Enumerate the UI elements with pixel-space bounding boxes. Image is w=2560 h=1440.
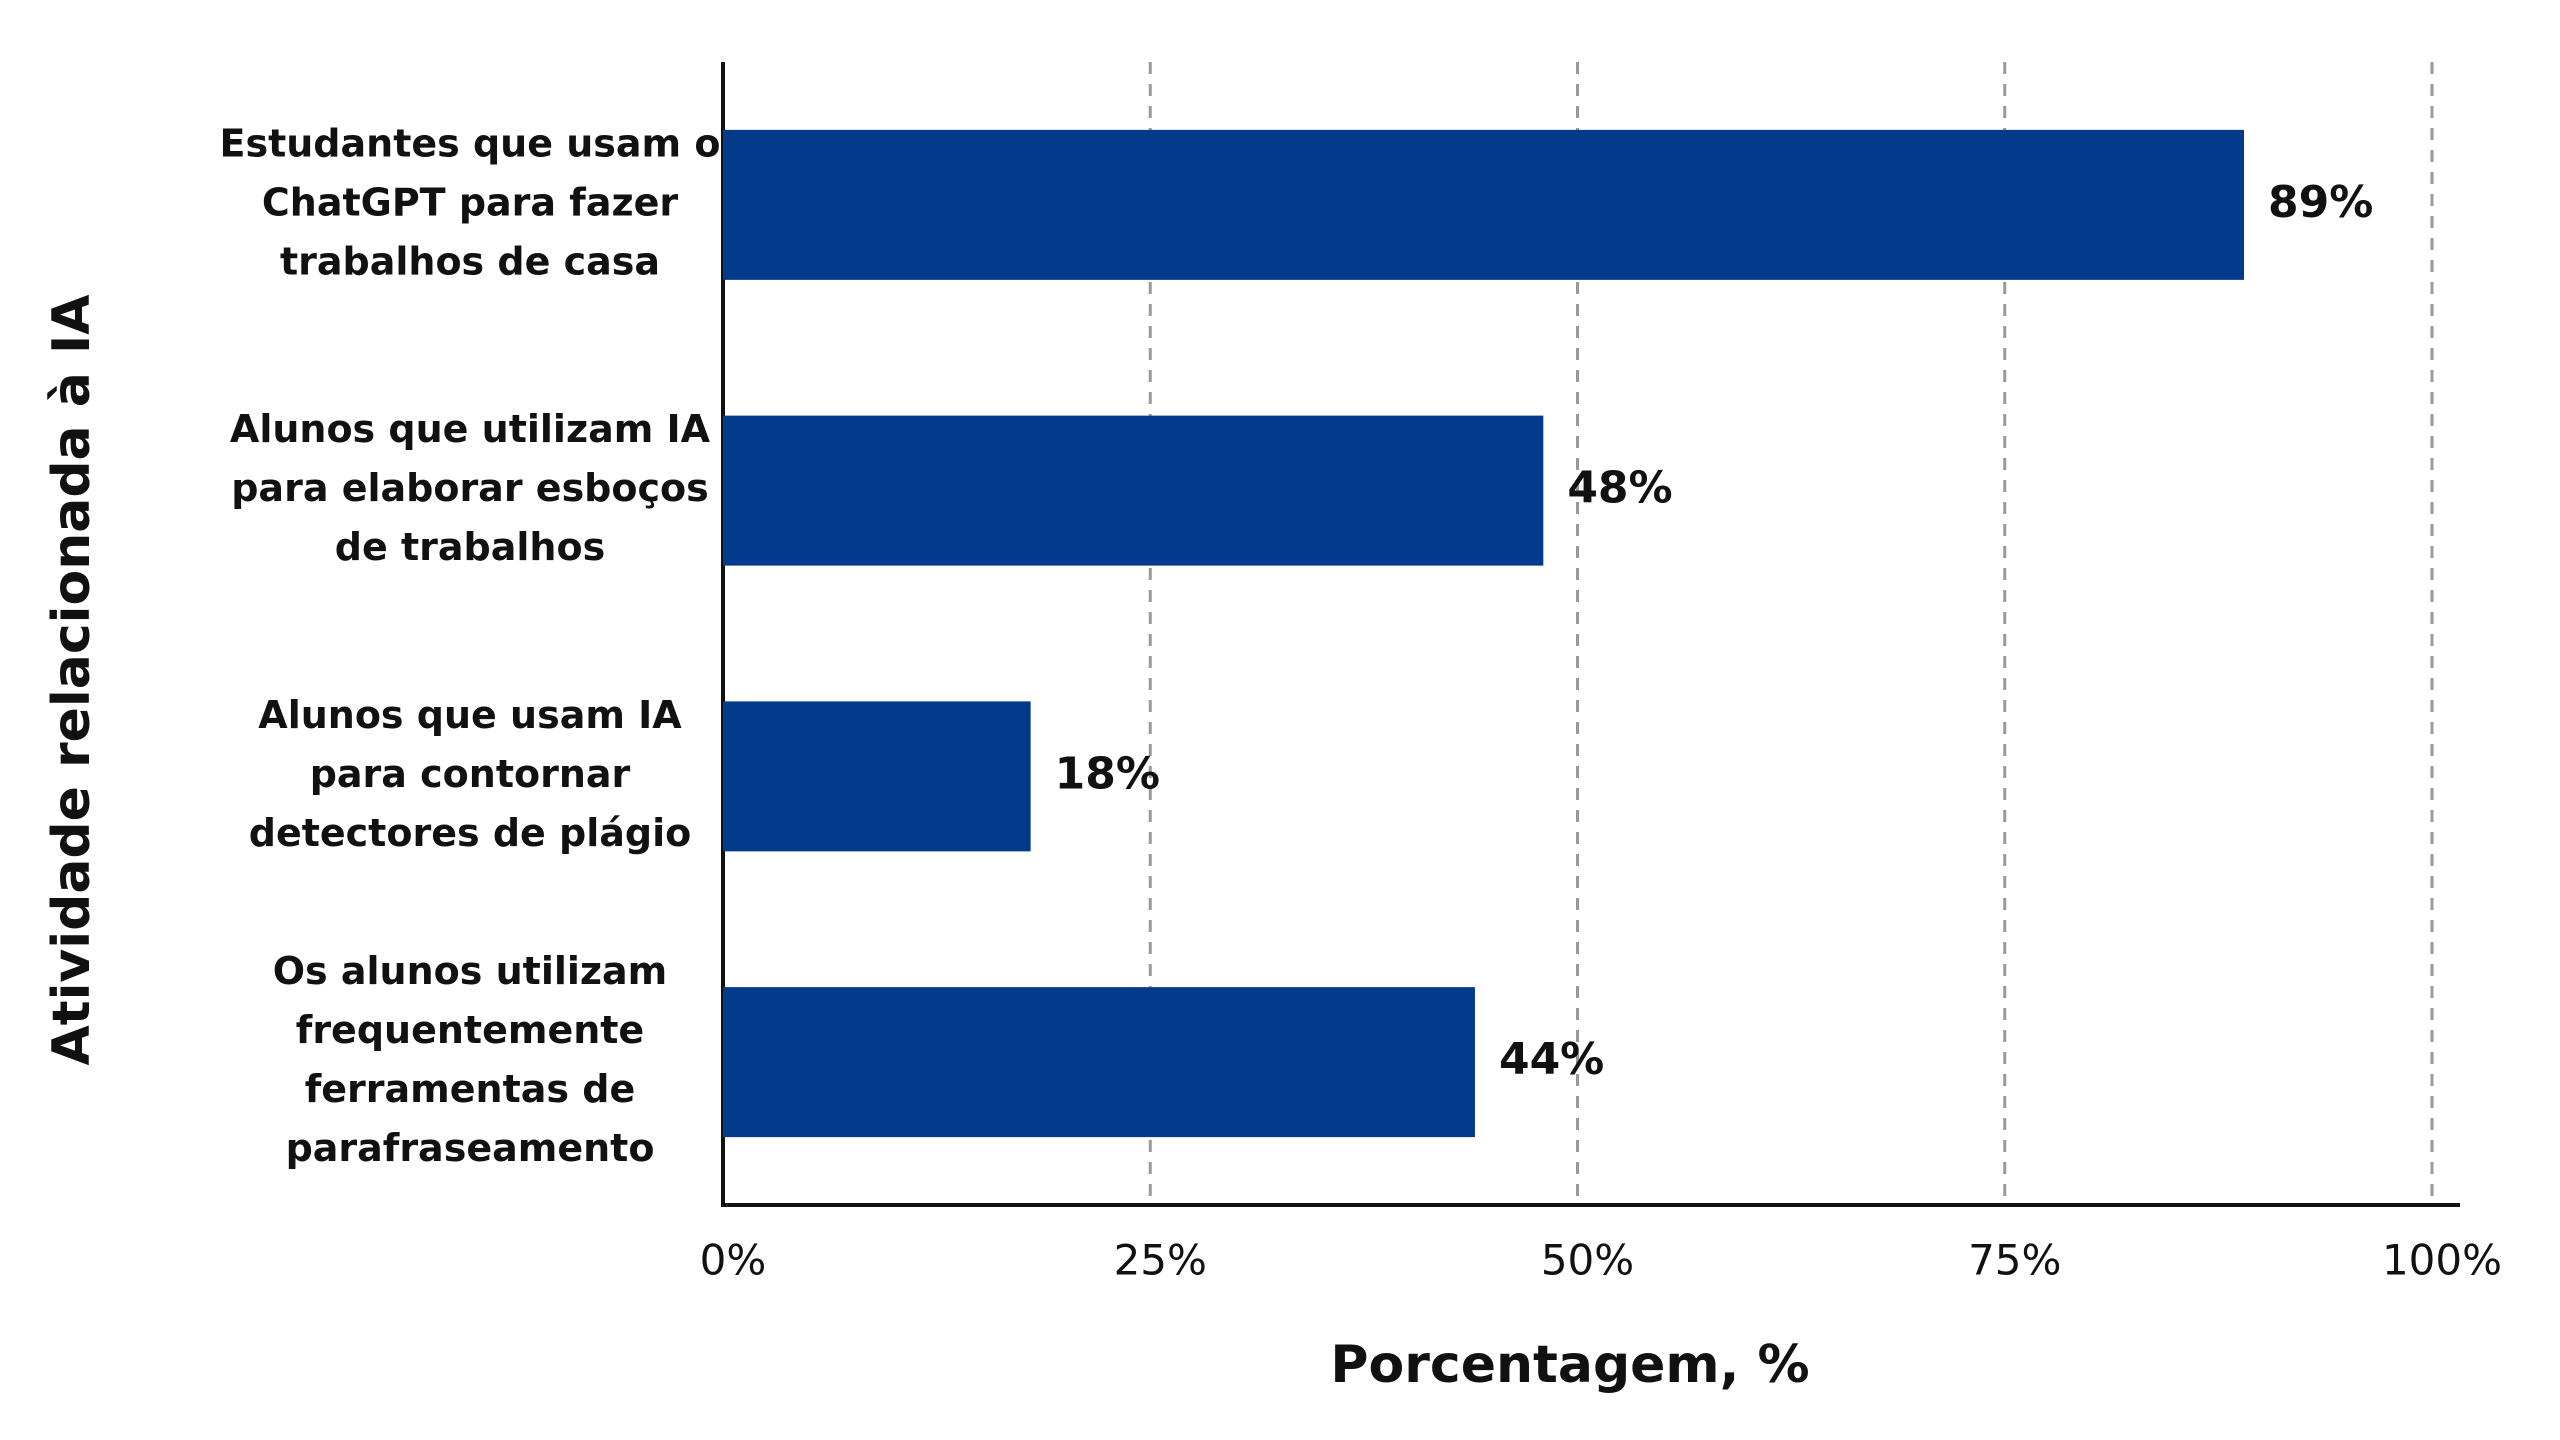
y-tick-label: Alunos que usam IA: [258, 693, 682, 737]
value-label: 48%: [1567, 463, 1672, 514]
bar: [723, 129, 2245, 280]
y-tick-label: detectores de plágio: [249, 811, 691, 855]
x-tick-label: 50%: [1541, 1236, 1634, 1285]
y-tick-label: para contornar: [310, 752, 631, 796]
y-tick-label: frequentemente: [296, 1008, 644, 1052]
x-tick-label: 0%: [700, 1236, 767, 1285]
x-tick-label: 100%: [2382, 1236, 2502, 1285]
bar: [723, 701, 1031, 852]
y-axis-title: Atividade relacionada à IA: [42, 294, 102, 1065]
y-tick-label: Estudantes que usam o: [220, 121, 721, 165]
y-tick-label: ferramentas de: [305, 1067, 635, 1111]
x-axis-title: Porcentagem, %: [1330, 1335, 1809, 1395]
bar: [723, 415, 1544, 566]
y-tick-label: para elaborar esboços: [231, 466, 709, 510]
y-tick-label: Alunos que utilizam IA: [230, 407, 711, 451]
value-label: 44%: [1499, 1034, 1604, 1085]
bar: [723, 987, 1475, 1138]
y-tick-label: de trabalhos: [335, 525, 605, 569]
x-tick-label: 25%: [1114, 1236, 1207, 1285]
y-tick-label: ChatGPT para fazer: [262, 180, 678, 224]
value-label: 89%: [2268, 177, 2373, 228]
y-tick-label: Os alunos utilizam: [273, 949, 668, 993]
value-label: 18%: [1055, 748, 1160, 799]
y-tick-label: trabalhos de casa: [280, 239, 660, 283]
x-tick-label: 75%: [1968, 1236, 2061, 1285]
y-tick-label: parafraseamento: [286, 1126, 655, 1170]
